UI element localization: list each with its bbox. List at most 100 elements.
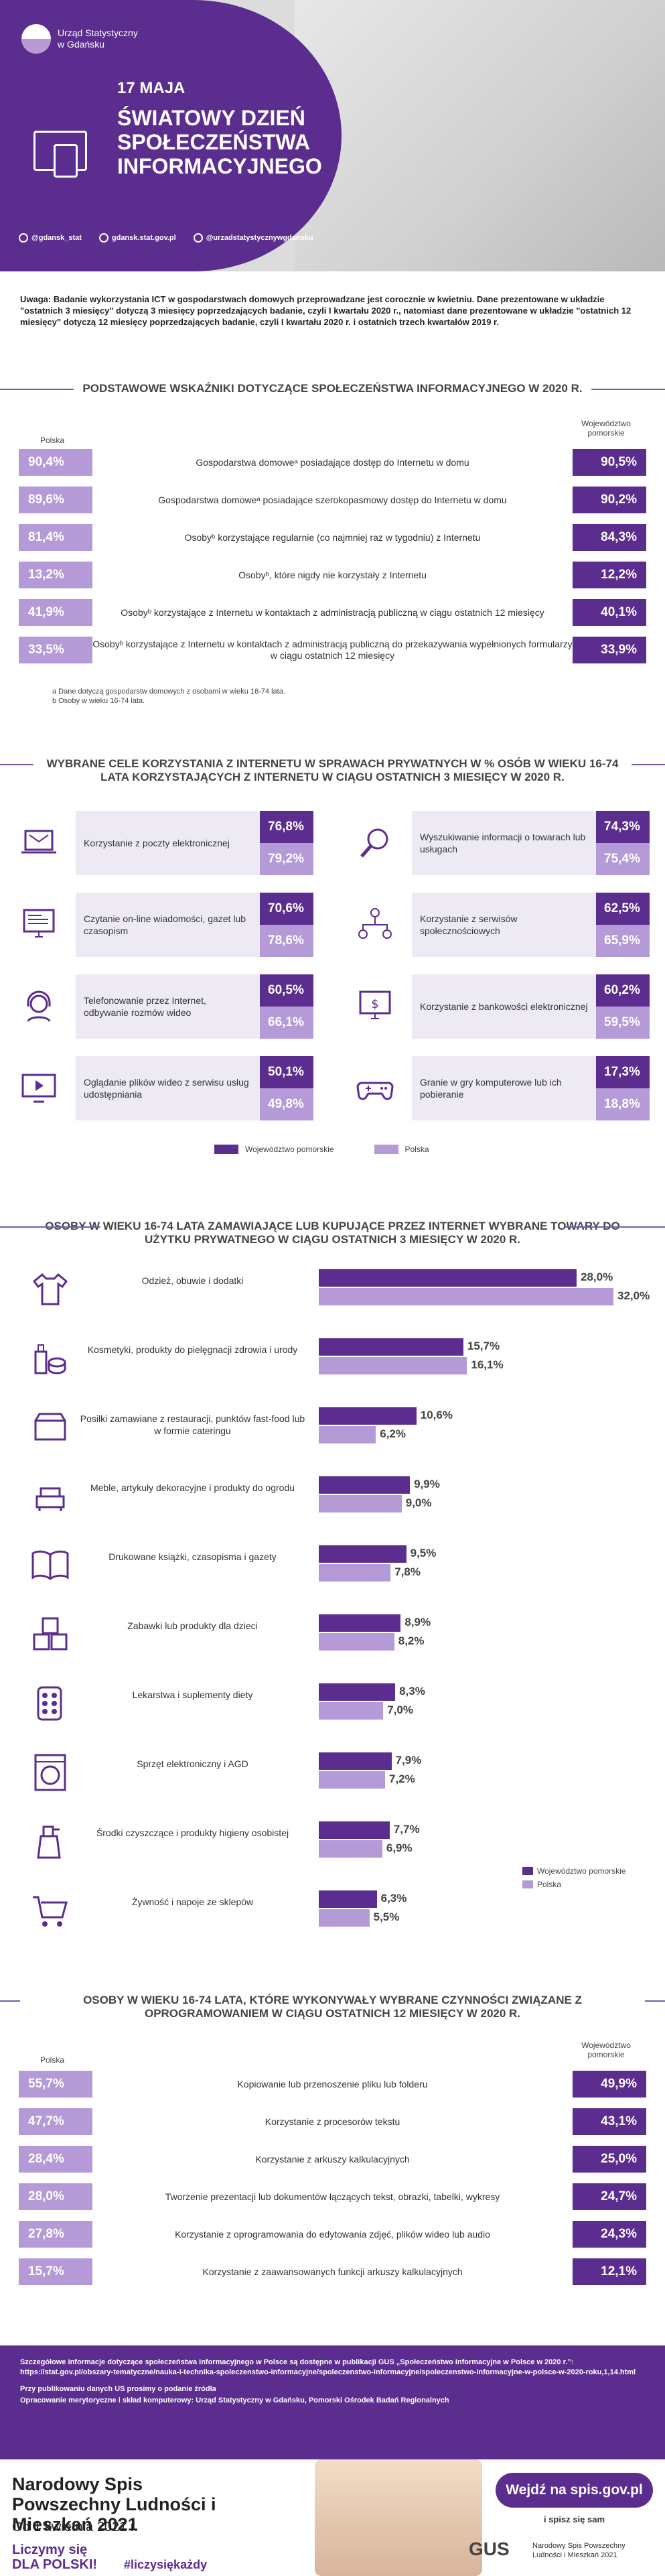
- footnote-b: b Osoby w wieku 16-74 lata.: [52, 697, 145, 705]
- legend-label-polska: Polska: [537, 1880, 562, 1889]
- family-photo: [315, 2459, 482, 2576]
- footer-credits: Opracowanie merytoryczne i skład kompute…: [20, 2396, 449, 2404]
- purpose-label: Korzystanie z serwisów społecznościowych: [412, 893, 596, 957]
- indicator-label: Osobyᵇ, które nigdy nie korzystały z Int…: [92, 562, 573, 588]
- indicator-row: 15,7% Korzystanie z zaawansowanych funkcj…: [19, 2258, 646, 2285]
- purpose-card: Oglądanie plików wideo z serwisu usług u…: [19, 1056, 313, 1120]
- legend: Województwo pomorskie Polska: [214, 1145, 429, 1154]
- indicator-label: Kopiowanie lub przenoszenie pliku lub fo…: [92, 2071, 573, 2098]
- census-cta-button[interactable]: Wejdź na spis.gov.pl: [496, 2473, 653, 2508]
- value-pomorskie: 25,0%: [573, 2146, 646, 2173]
- purpose-card: Czytanie on-line wiadomości, gazet lub c…: [19, 893, 313, 957]
- value-poland: 65,9%: [596, 925, 650, 957]
- value-poland: 28,0%: [19, 2183, 92, 2210]
- category-label: Odzież, obuwie i dodatki: [141, 1275, 244, 1286]
- value-poland: 79,2%: [260, 843, 313, 875]
- value-poland: 27,8%: [19, 2221, 92, 2248]
- data-label-pomorskie: 7,9%: [395, 1754, 422, 1766]
- value-pomorskie: 90,5%: [573, 449, 646, 476]
- facebook-link[interactable]: @urzadstatystycznywgdansku: [193, 233, 313, 243]
- indicator-label: Korzystanie z arkuszy kalkulacyjnych: [92, 2146, 573, 2173]
- footnote-a: a Dane dotyczą gospodarstw domowych z os…: [52, 688, 285, 696]
- svg-text:$: $: [371, 997, 378, 1011]
- data-label-polska: 7,2%: [389, 1773, 415, 1785]
- bar-polska: [319, 1702, 384, 1720]
- website-link[interactable]: gdansk.stat.gov.pl: [98, 233, 176, 243]
- legend-label-pomorskie: Województwo pomorskie: [537, 1866, 626, 1876]
- category-row: Drukowane książki, czasopisma i gazety 9,…: [0, 1536, 665, 1592]
- category-label: Posiłki zamawiane z restauracji, punktów…: [80, 1413, 305, 1436]
- col-label-pomorskie: Województwo pomorskie: [581, 2041, 631, 2059]
- value-pomorskie: 84,3%: [573, 524, 646, 551]
- washing-machine-icon: [30, 1752, 68, 1791]
- clothes-icon: [30, 1269, 68, 1307]
- value-poland: 90,4%: [19, 449, 92, 476]
- section-basic-indicators: PODSTAWOWE WSKAŹNIKI DOTYCZĄCE SPOŁECZEŃ…: [0, 382, 665, 705]
- indicator-label: Osobyᵇ korzystające z Internetu w kontak…: [92, 637, 573, 663]
- data-label-pomorskie: 28,0%: [581, 1271, 613, 1283]
- bar-pomorskie: [319, 1614, 401, 1632]
- footer-info: Szczegółowe informacje dotyczące społecz…: [0, 2345, 665, 2459]
- org-name-1: Urząd Statystyczny: [58, 27, 138, 38]
- gus-logo-caption: Narodowy Spis Powszechny Ludności i Mies…: [532, 2542, 625, 2559]
- event-date: 17 MAJA: [117, 79, 186, 97]
- section-online-shopping: OSOBY W WIEKU 16-74 LATA ZAMAWIAJĄCE LUB…: [0, 1220, 665, 1927]
- indicator-label: Korzystanie z oprogramowania do edytowan…: [92, 2221, 573, 2248]
- data-label-pomorskie: 8,3%: [399, 1685, 425, 1697]
- category-row: Meble, artykuły dekoracyjne i produkty d…: [0, 1467, 665, 1523]
- category-label: Środki czyszczące i produkty higieny oso…: [96, 1827, 289, 1838]
- value-poland: 18,8%: [596, 1088, 650, 1120]
- value-pomorskie: 60,2%: [596, 974, 650, 1007]
- category-row: Żywność i napoje ze sklepów 6,3% 5,5%: [0, 1881, 665, 1937]
- category-label: Drukowane książki, czasopisma i gazety: [108, 1551, 277, 1562]
- legend-swatch-polska: [522, 1880, 533, 1888]
- data-label-pomorskie: 6,3%: [380, 1892, 407, 1905]
- category-row: Odzież, obuwie i dodatki 28,0% 32,0%: [0, 1260, 665, 1316]
- purpose-label: Korzystanie z poczty elektronicznej: [76, 811, 260, 875]
- census-title: Narodowy Spis Powszechny Ludności i Mies…: [12, 2474, 216, 2534]
- section-title: OSOBY W WIEKU 16-74 LATA ZAMAWIAJĄCE LUB…: [0, 1220, 665, 1246]
- category-label: Żywność i napoje ze sklepów: [131, 1896, 254, 1907]
- twitter-link[interactable]: @gdansk_stat: [19, 233, 82, 243]
- bar-pomorskie: [319, 1683, 396, 1701]
- data-label-polska: 8,2%: [398, 1634, 425, 1647]
- globe-icon: [98, 233, 108, 243]
- bar-polska: [319, 1357, 467, 1374]
- value-poland: 66,1%: [260, 1007, 313, 1039]
- value-poland: 33,5%: [19, 637, 92, 663]
- legend-swatch-pomorskie: [214, 1145, 238, 1154]
- section-software-skills: OSOBY W WIEKU 16-74 LATA, KTÓRE WYKONYWA…: [0, 1994, 665, 2285]
- value-pomorskie: 76,8%: [260, 811, 313, 843]
- purpose-label: Granie w gry komputerowe lub ich pobiera…: [412, 1056, 596, 1120]
- headset-icon: [19, 986, 59, 1027]
- legend-label-polska: Polska: [404, 1145, 429, 1154]
- gamepad-icon: [355, 1068, 395, 1108]
- purpose-label: Wyszukiwanie informacji o towarach lub u…: [412, 811, 596, 875]
- logo-icon: [21, 24, 51, 54]
- footer-publication-note: Szczegółowe informacje dotyczące społecz…: [20, 2358, 636, 2376]
- cosmetics-icon: [30, 1338, 68, 1376]
- cleaning-spray-icon: [30, 1821, 68, 1859]
- value-pomorskie: 40,1%: [573, 599, 646, 626]
- indicator-label: Gospodarstwa domoweᵃ posiadające szeroko…: [92, 487, 573, 513]
- legend-label-pomorskie: Województwo pomorskie: [245, 1145, 334, 1154]
- methodology-note: Uwaga: Badanie wykorzystania ICT w gospo…: [20, 294, 632, 327]
- data-label-polska: 32,0%: [617, 1289, 650, 1302]
- monitor-news-icon: [19, 905, 59, 945]
- purpose-card: Granie w gry komputerowe lub ich pobiera…: [355, 1056, 650, 1120]
- legend-swatch-pomorskie: [522, 1867, 533, 1875]
- indicator-label: Osobyᵇ korzystające z Internetu w kontak…: [92, 599, 573, 626]
- value-poland: 89,6%: [19, 487, 92, 513]
- value-poland: 13,2%: [19, 562, 92, 588]
- category-row: Zabawki lub produkty dla dzieci 8,9% 8,2%: [0, 1605, 665, 1661]
- gus-logo: GUS: [469, 2538, 510, 2559]
- indicator-row: 13,2% Osobyᵇ, które nigdy nie korzystały …: [19, 562, 646, 588]
- furniture-icon: [30, 1476, 68, 1514]
- video-play-icon: [19, 1068, 59, 1108]
- indicator-row: 90,4% Gospodarstwa domoweᵃ posiadające do…: [19, 449, 646, 476]
- slogan-line-1: Liczymy się: [12, 2542, 88, 2557]
- social-network-icon: [355, 905, 395, 945]
- value-pomorskie: 12,1%: [573, 2258, 646, 2285]
- purpose-label: Czytanie on-line wiadomości, gazet lub c…: [76, 893, 260, 957]
- value-pomorskie: 17,3%: [596, 1056, 650, 1088]
